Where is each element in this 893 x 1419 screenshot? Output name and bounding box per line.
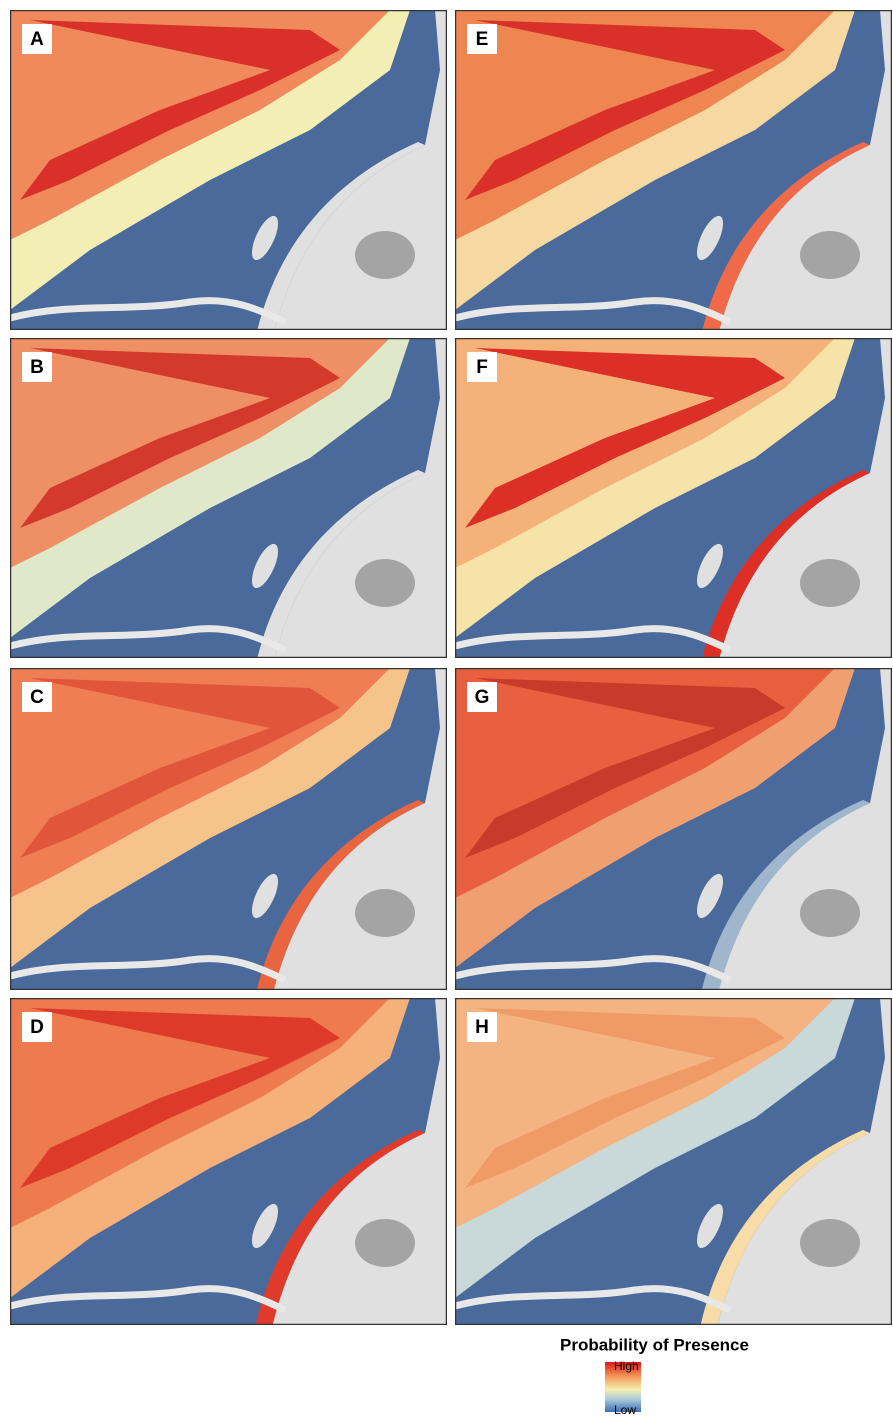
map-panel: F — [455, 338, 892, 668]
figure: A B C D E F G H Probability of Presence High Lo… — [0, 0, 893, 1419]
map-panel: A — [10, 10, 447, 340]
panel-label: A — [30, 29, 44, 50]
animal-illustration — [355, 889, 415, 937]
animal-illustration — [800, 1219, 860, 1267]
panel-label: E — [476, 29, 489, 50]
panel-label: F — [476, 357, 488, 378]
panel-label: D — [30, 1017, 44, 1038]
panel-label: C — [30, 687, 44, 708]
legend-high: High — [614, 1359, 639, 1373]
map-panel: E — [455, 10, 892, 340]
map-panel: D — [10, 998, 447, 1328]
animal-illustration — [800, 231, 860, 279]
animal-illustration — [800, 559, 860, 607]
map-panel: B — [10, 338, 447, 668]
map-panel: C — [10, 668, 447, 998]
animal-illustration — [800, 889, 860, 937]
legend-title: Probability of Presence — [560, 1335, 749, 1354]
animal-illustration — [355, 1219, 415, 1267]
panel-label: B — [30, 357, 44, 378]
map-panel: G — [455, 668, 892, 998]
panel-label: H — [475, 1017, 489, 1038]
animal-illustration — [355, 559, 415, 607]
panel-label: G — [475, 687, 490, 708]
map-panel: H — [455, 998, 892, 1328]
animal-illustration — [355, 231, 415, 279]
legend-low: Low — [614, 1403, 636, 1417]
legend: Probability of Presence High Low — [560, 1335, 749, 1417]
